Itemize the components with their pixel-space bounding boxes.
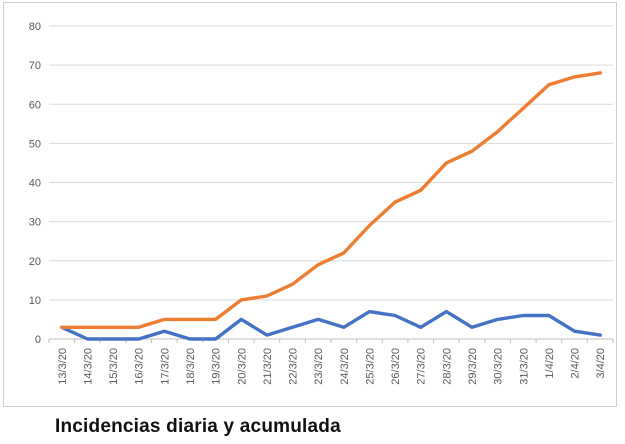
x-axis-label: 2/4/20 (570, 348, 582, 379)
chart-caption: Incidencias diaria y acumulada (55, 416, 341, 437)
x-axis-label: 13/3/20 (57, 348, 69, 385)
x-axis-label: 23/3/20 (313, 348, 325, 385)
x-axis-label: 20/3/20 (236, 348, 248, 385)
y-axis-label: 30 (29, 217, 41, 229)
y-axis-label: 20 (29, 256, 41, 268)
x-axis-label: 28/3/20 (441, 348, 453, 385)
x-axis-label: 21/3/20 (262, 348, 274, 385)
x-axis-label: 16/3/20 (134, 348, 146, 385)
x-axis-label: 17/3/20 (159, 348, 171, 385)
chart-figure: 0 10 20 30 40 50 60 70 80 13/3/20 14/3/20 15/3/20 16… (3, 2, 617, 407)
y-axis-label: 40 (29, 178, 41, 190)
x-axis-label: 30/3/20 (493, 348, 505, 385)
chart-svg: 0 10 20 30 40 50 60 70 80 13/3/20 14/3/20 15/3/20 16… (29, 21, 614, 385)
x-axis-label: 22/3/20 (288, 348, 300, 385)
x-axis-label: 27/3/20 (416, 348, 428, 385)
x-axis-label: 25/3/20 (364, 348, 376, 385)
y-axis-label: 10 (29, 295, 41, 307)
y-axis-label: 70 (29, 60, 41, 72)
x-axis-label: 1/4/20 (544, 348, 556, 379)
y-axis-label: 50 (29, 138, 41, 150)
y-axis-label: 80 (29, 21, 41, 33)
x-axis-label: 19/3/20 (211, 348, 223, 385)
y-axis-label: 60 (29, 99, 41, 111)
x-axis-label: 29/3/20 (467, 348, 479, 385)
x-axis-label: 24/3/20 (339, 348, 351, 385)
x-axis-label: 31/3/20 (518, 348, 530, 385)
x-axis-label: 15/3/20 (108, 348, 120, 385)
x-axis-label: 26/3/20 (390, 348, 402, 385)
series-line-diaria (60, 309, 602, 341)
x-axis-label: 14/3/20 (82, 348, 94, 385)
series-line-acumulada (60, 71, 602, 329)
x-axis-label: 3/4/20 (595, 348, 607, 379)
y-axis-label: 0 (35, 334, 41, 346)
x-axis-label: 18/3/20 (185, 348, 197, 385)
